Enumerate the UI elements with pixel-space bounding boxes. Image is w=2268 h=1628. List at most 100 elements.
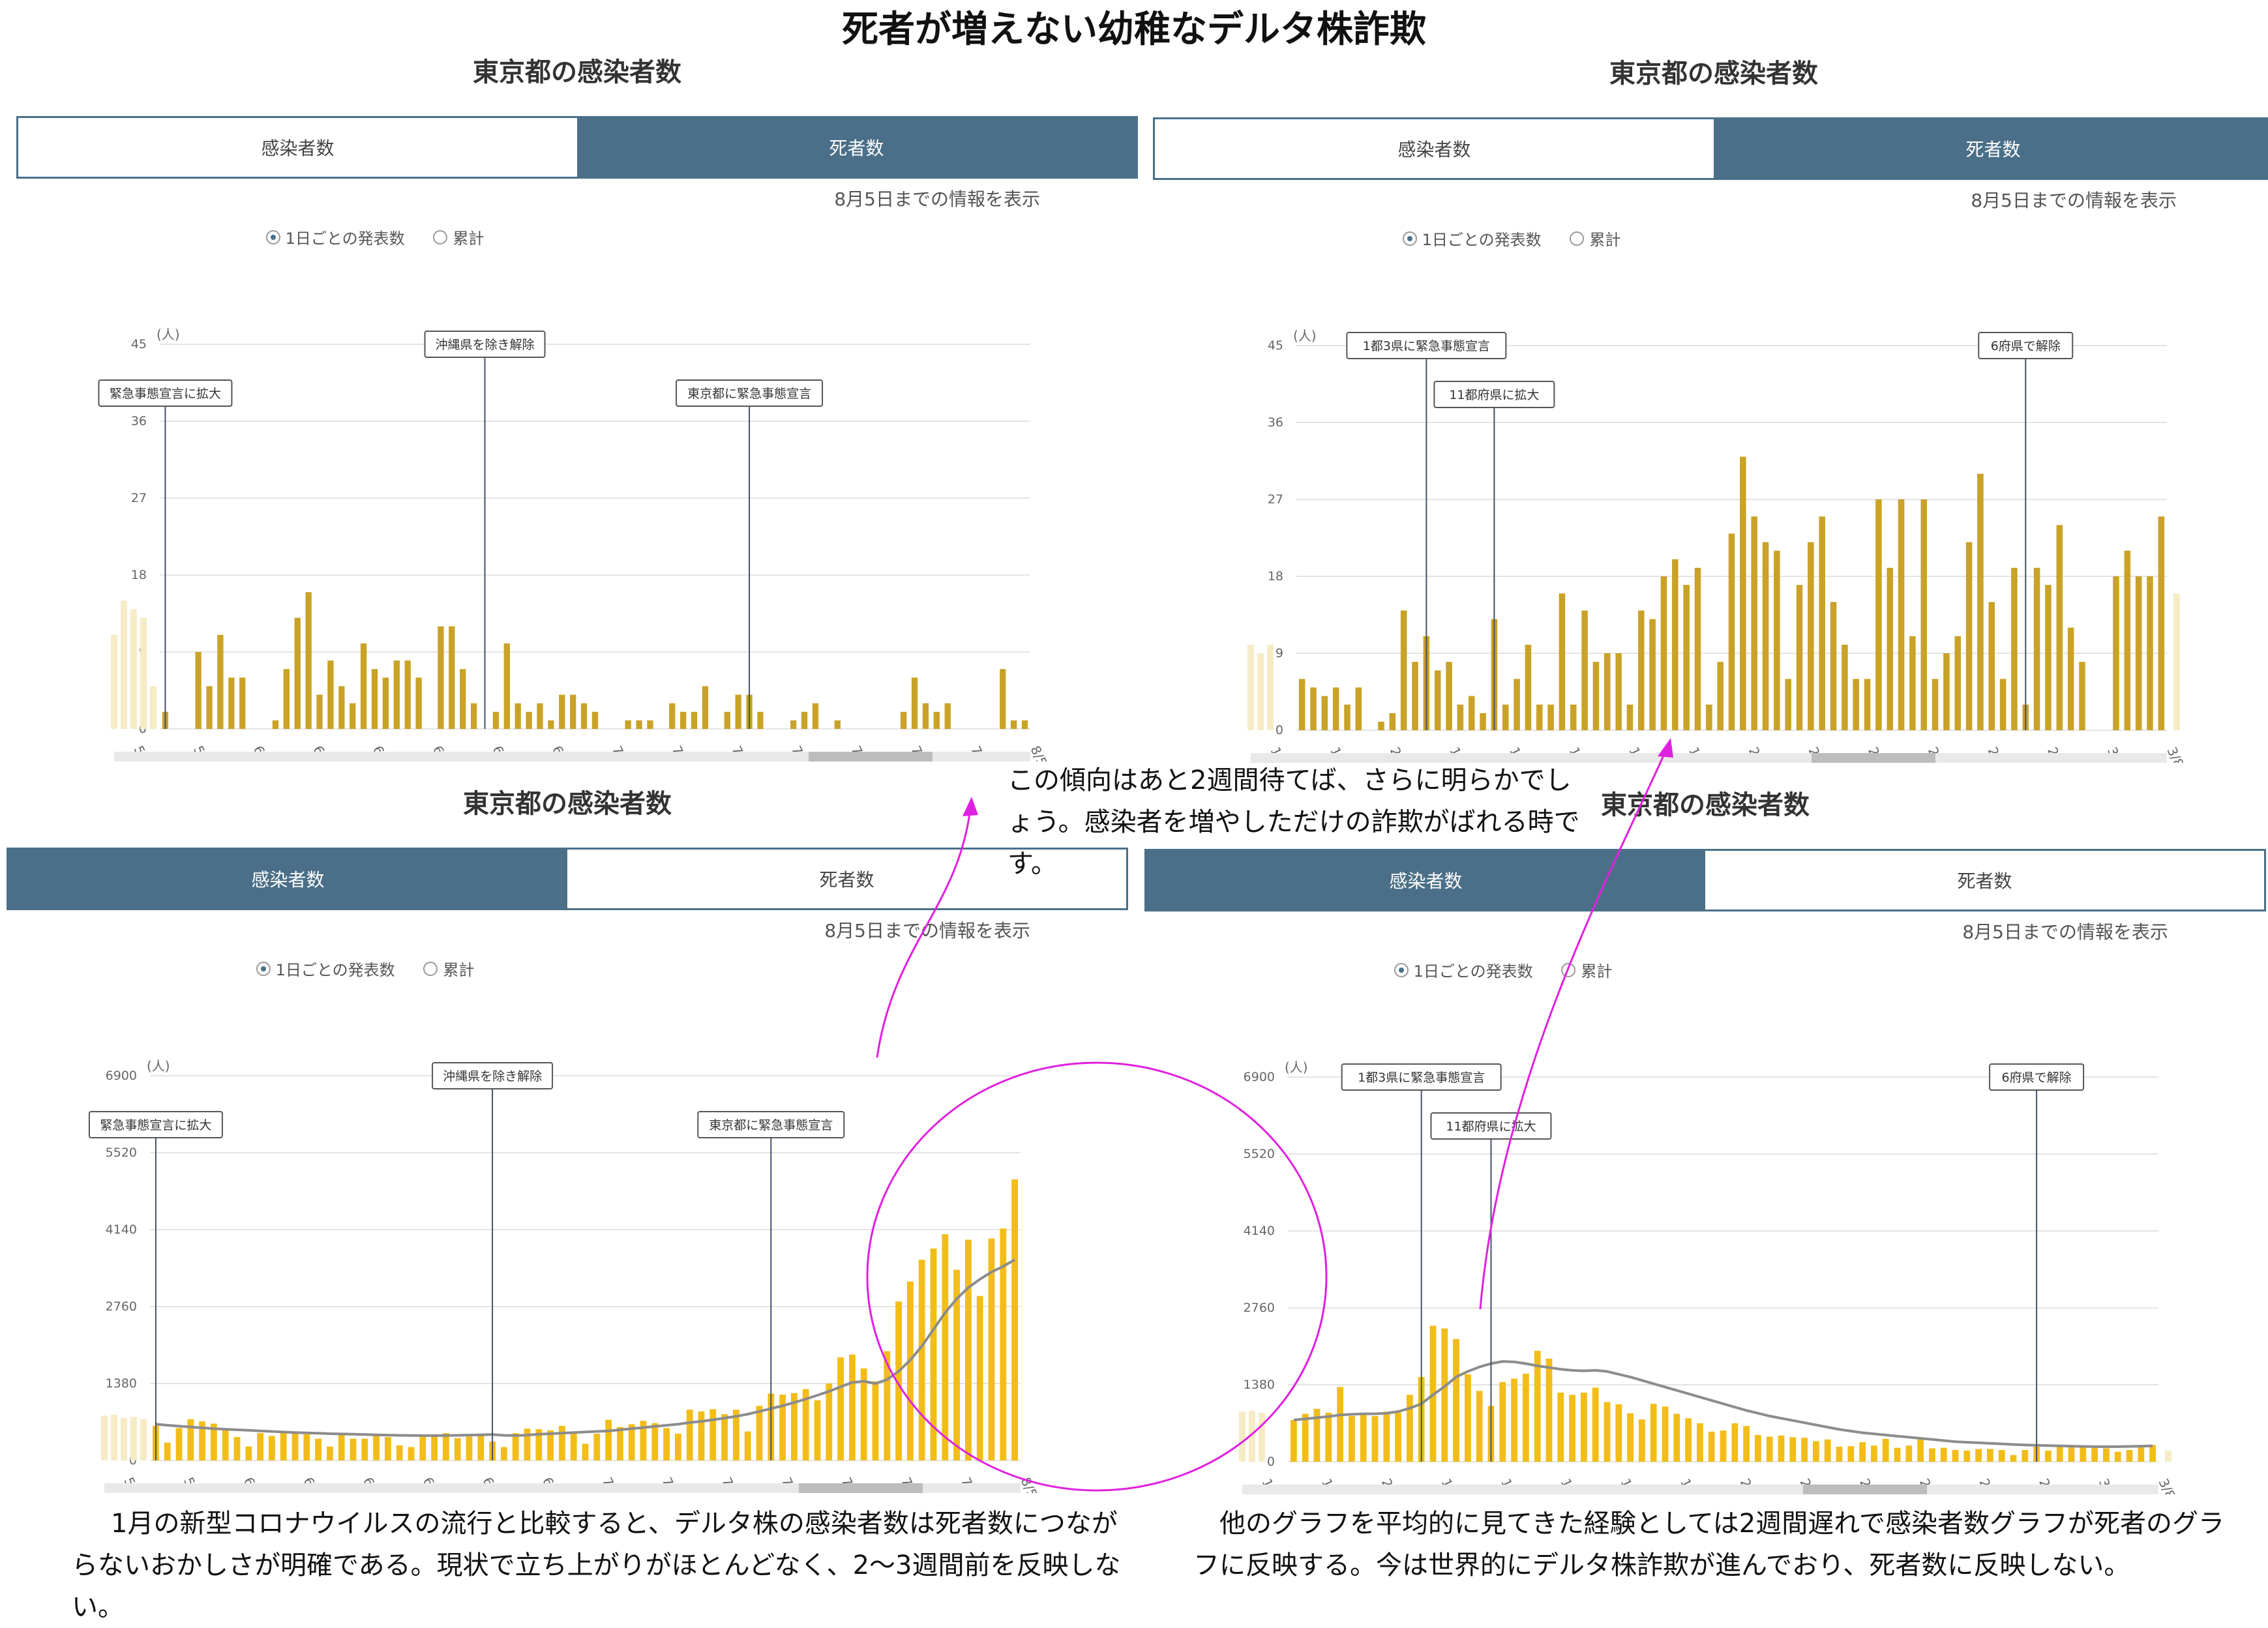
scrollbar-track (1242, 1485, 2158, 1494)
bar (2045, 585, 2052, 730)
bar (195, 652, 201, 729)
bar (503, 643, 510, 729)
bar (524, 1428, 531, 1460)
note-right: 他のグラフを平均的に見てきた経験としては2週間遅れで感染者数グラフが死者のグラフ… (1193, 1509, 2225, 1580)
tab-deaths[interactable]: 死者数 (577, 118, 1136, 177)
chart-svg: (人)09182736451都3県に緊急事態宣言11都府県に拡大6府県で解除12… (1247, 328, 2187, 763)
bar (316, 694, 323, 729)
radio-cumulative-label: 累計 (1581, 962, 1613, 981)
bar (1523, 1373, 1529, 1462)
bar (1920, 499, 1928, 730)
bar (559, 694, 565, 729)
radio-daily-label: 1日ごとの発表数 (1413, 962, 1533, 981)
average-line (1293, 1360, 2153, 1448)
radio-cumulative[interactable]: 累計 (423, 957, 474, 980)
bar (327, 1446, 333, 1460)
y-tick-label: 45 (1268, 338, 1283, 353)
bar (233, 1437, 241, 1460)
event-label-box (432, 1062, 554, 1089)
bar (709, 1409, 717, 1460)
radio-daily[interactable]: 1日ごとの発表数 (265, 226, 405, 248)
y-unit-label: (人) (1285, 1059, 1308, 1075)
radio-cumulative[interactable]: 累計 (1561, 958, 1612, 981)
bar (702, 686, 709, 729)
bar (1963, 1450, 1971, 1462)
scrollbar-thumb (1803, 1485, 1927, 1494)
tab-infected[interactable]: 感染者数 (8, 850, 567, 908)
bar (1766, 1436, 1773, 1462)
tab-infected[interactable]: 感染者数 (261, 138, 335, 159)
bar (350, 703, 356, 729)
bar (1355, 687, 1362, 730)
bar (884, 1351, 891, 1460)
bar (187, 1419, 194, 1460)
radio-daily[interactable]: 1日ごとの発表数 (256, 957, 395, 980)
radio-daily[interactable]: 1日ごとの発表数 (1394, 958, 1533, 981)
bar (930, 1249, 937, 1460)
bar (1592, 1387, 1599, 1462)
bar (1940, 1447, 1947, 1462)
bar (460, 669, 466, 729)
bar (901, 711, 907, 729)
view-mode-radios: 1日ごとの発表数 累計 (1153, 227, 1870, 250)
tab-deaths[interactable]: 死者数 (1714, 119, 2268, 178)
radio-cumulative[interactable]: 累計 (1570, 227, 1620, 250)
bar (164, 1442, 171, 1460)
bar (2045, 1450, 2052, 1462)
bar (2103, 1448, 2110, 1462)
tab-deaths[interactable]: 死者数 (819, 869, 874, 891)
bar (1389, 713, 1396, 730)
y-tick-label: 6900 (1244, 1070, 1275, 1084)
x-tick-label: 8/5 (1017, 1475, 1040, 1493)
bar (1685, 1418, 1692, 1462)
bar (1291, 1419, 1297, 1462)
bar (1755, 1434, 1761, 1462)
bar (199, 1421, 205, 1460)
bar (1344, 704, 1350, 730)
bar (449, 626, 455, 729)
panel-title: 東京都の感染者数 (463, 789, 672, 819)
bar (1762, 542, 1769, 730)
bar (791, 1393, 798, 1460)
bar (1751, 516, 1757, 730)
bar (1011, 1179, 1018, 1460)
bar (2079, 662, 2085, 730)
bar (371, 669, 378, 729)
bar (1740, 456, 1746, 730)
bar (419, 1436, 426, 1460)
bar (1627, 1413, 1634, 1462)
bar (1988, 602, 1995, 730)
bar (1547, 704, 1554, 730)
bar (1525, 644, 1532, 730)
bar (1545, 1358, 1553, 1462)
bar (801, 711, 808, 729)
bar (1954, 636, 1962, 730)
tab-deaths[interactable]: 死者数 (1957, 870, 2012, 892)
bar (1708, 1431, 1715, 1462)
bar (1499, 1382, 1506, 1462)
event-label-box (1433, 381, 1555, 408)
bar (492, 711, 500, 729)
radio-selected-icon (1394, 962, 1409, 977)
bar (1468, 696, 1475, 730)
bar (1650, 1404, 1657, 1462)
bar (408, 1447, 415, 1460)
radio-cumulative[interactable]: 累計 (433, 226, 484, 248)
y-tick-label: 36 (1268, 415, 1283, 430)
event-label-box (98, 379, 233, 407)
info-text: 8月5日までの情報を表示 (1971, 190, 2177, 211)
faded-bar (121, 600, 127, 729)
callout-text: この傾向はあと2週間待てば、さらに明らかでしょう。感染者を増やしただけの詐欺がば… (1007, 765, 1580, 879)
event-label-box (424, 331, 546, 358)
bar (1672, 559, 1679, 730)
bar (2033, 567, 2040, 730)
bar (826, 1384, 833, 1460)
bar (294, 617, 301, 729)
tab-infected[interactable]: 感染者数 (1397, 139, 1471, 160)
bar (2068, 1445, 2075, 1462)
bar (680, 711, 687, 729)
bar (757, 711, 764, 729)
y-tick-label: 18 (131, 568, 147, 582)
bar (501, 1447, 507, 1460)
radio-daily[interactable]: 1日ごとの発表数 (1402, 227, 1542, 250)
